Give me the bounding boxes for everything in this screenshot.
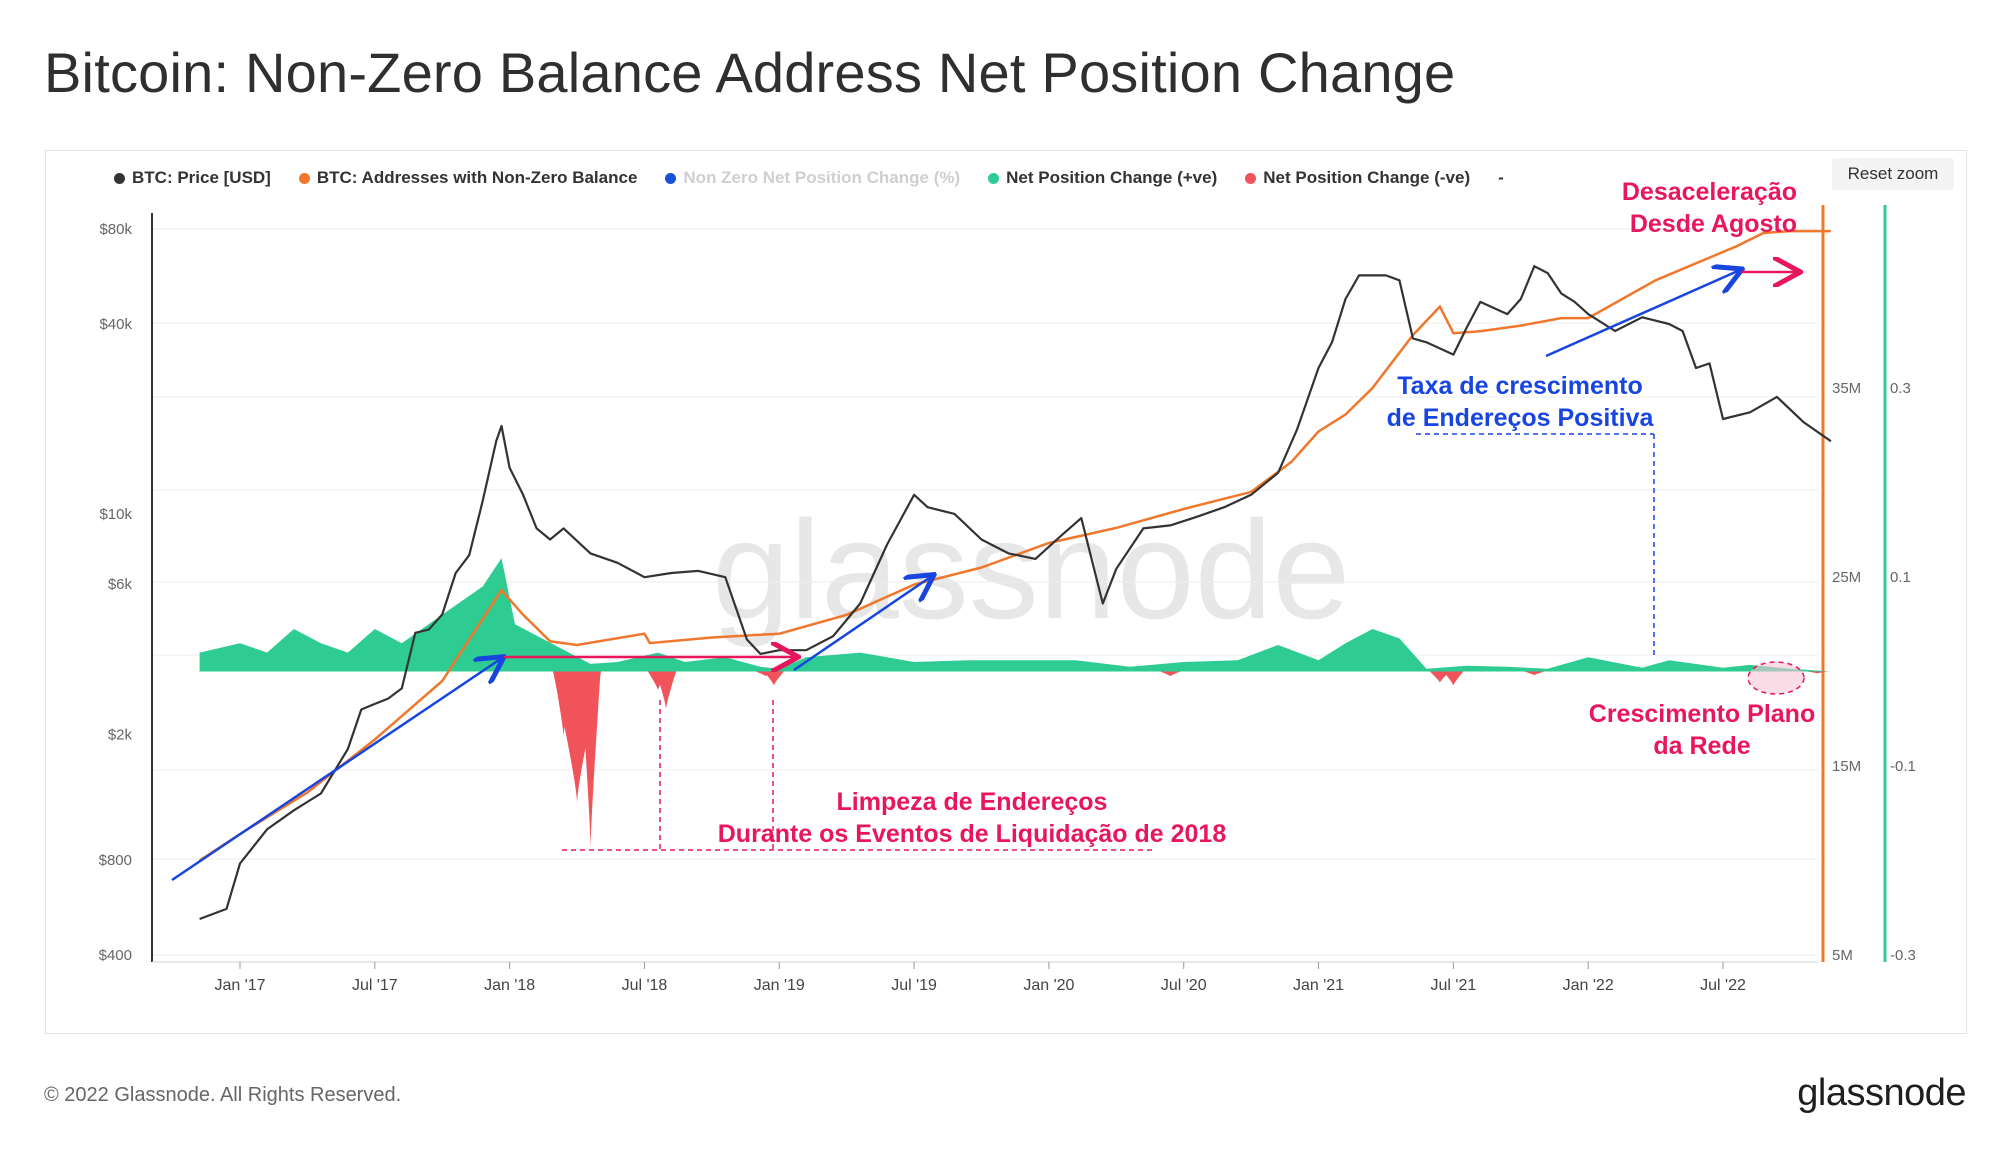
legend-dot-net-position-pct [665,172,677,184]
footer-logo: glassnode [1797,1072,1966,1114]
legend-dot-positive [988,172,1000,184]
trend-arrow-2017 [171,658,502,882]
series-net-position-negative-dip-7 [1160,671,1181,677]
annotation-cleanup-line2: Durante os Eventos de Liquidação de 2018 [718,820,1227,848]
chart-legend: BTC: Price [USD] BTC: Addresses with Non… [114,168,1532,188]
x-tick-8: Jan '21 [1293,977,1344,994]
y-left-tick-3: $6k [108,576,133,593]
y-right-address-tick-1: 15M [1832,758,1861,775]
series-net-position-negative-dip-10 [1524,671,1545,676]
legend-dot-addresses [298,172,310,184]
footer-copyright: © 2022 Glassnode. All Rights Reserved. [44,1084,402,1106]
series-net-position-positive-area [199,558,1831,672]
chart-frame [45,150,1967,1034]
x-tick-0: Jan '17 [214,977,265,994]
net-position-bars [199,558,1831,852]
x-tick-9: Jul '21 [1430,977,1476,994]
y-left-tick-6: $80k [99,221,132,238]
x-tick-4: Jan '19 [754,977,805,994]
y-left-tick-2: $2k [108,726,133,743]
legend-dot-price [114,172,125,184]
axes: $400 $800 $2k $6k $10k $40k $80k 5M 15M 25M 35M -0.… [99,205,1916,994]
legend-item-net-position-pct[interactable]: Non Zero Net Position Change (%) [665,168,960,188]
y-left-tick-1: $800 [99,852,132,869]
legend-label-dash: - [1498,168,1504,187]
series-net-position-negative-dip-9 [1443,671,1464,686]
x-tick-11: Jul '22 [1700,977,1746,994]
page-title: Bitcoin: Non-Zero Balance Address Net Po… [44,41,1456,104]
y-left-tick-0: $400 [99,947,132,964]
annotation-decel-line1: Desaceleração [1622,178,1797,206]
series-net-position-negative-dip-8 [1429,671,1450,683]
annotation-flat-line1: Crescimento Plano [1589,700,1815,728]
y-right-change-tick-3: 0.3 [1890,380,1911,397]
legend-label-positive: Net Position Change (+ve) [1006,168,1218,187]
annotation-growth-line1: Taxa de crescimento [1397,372,1642,400]
y-right-address-tick-2: 25M [1832,569,1861,586]
series-net-position-negative-dip-6 [763,671,784,686]
annotation-decel-line2: Desde Agosto [1630,210,1797,238]
line-series [198,229,1832,921]
y-right-address-tick-0: 5M [1832,947,1853,964]
annotation-growth-line2: de Endereços Positiva [1387,404,1655,432]
trend-arrow-2019 [793,576,932,672]
x-tick-2: Jan '18 [484,977,535,994]
reset-zoom-button[interactable]: Reset zoom [1832,158,1954,190]
legend-label-addresses: BTC: Addresses with Non-Zero Balance [316,168,638,187]
legend-item-negative[interactable]: Net Position Change (-ve) [1245,168,1470,188]
annotation-cleanup-line1: Limpeza de Endereços [837,788,1108,816]
series-net-position-negative-dip-4 [656,671,677,710]
annotation-flat-line2: da Rede [1653,732,1750,760]
flat-growth-marker [1747,661,1805,695]
legend-dot-negative [1245,172,1257,184]
series-addresses-line [198,229,1831,862]
legend-item-positive[interactable]: Net Position Change (+ve) [988,168,1217,188]
grid-lines [152,228,1818,956]
series-price-line [199,265,1832,921]
x-tick-3: Jul '18 [622,977,668,994]
series-net-position-negative-dip-11 [1807,671,1828,674]
y-right-address-tick-3: 35M [1832,380,1861,397]
legend-label-net-position-pct: Non Zero Net Position Change (%) [683,168,961,187]
x-tick-7: Jul '20 [1161,977,1207,994]
legend-item-dash[interactable]: - [1498,168,1504,188]
legend-item-price[interactable]: BTC: Price [USD] [114,168,271,188]
legend-label-price: BTC: Price [USD] [132,168,271,187]
annotations: Desaceleração Desde Agosto Taxa de cresc… [171,178,1815,882]
x-tick-10: Jan '22 [1563,977,1614,994]
y-left-tick-4: $10k [99,506,132,523]
series-net-position-negative-dip-2 [580,671,601,852]
legend-label-negative: Net Position Change (-ve) [1263,168,1471,187]
legend-item-addresses[interactable]: BTC: Addresses with Non-Zero Balance [298,168,638,188]
y-right-change-tick-1: -0.1 [1890,758,1916,775]
x-tick-6: Jan '20 [1023,977,1074,994]
y-right-change-tick-0: -0.3 [1890,947,1916,964]
y-right-change-tick-2: 0.1 [1890,569,1911,586]
trend-arrow-2022 [1545,270,1740,358]
x-tick-5: Jul '19 [891,977,937,994]
y-left-tick-5: $40k [99,316,132,333]
x-tick-1: Jul '17 [352,977,398,994]
